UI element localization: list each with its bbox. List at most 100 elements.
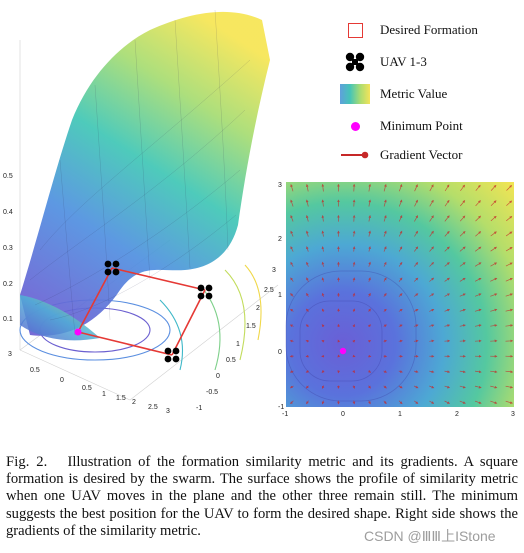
- gradient-arrow: [368, 308, 371, 312]
- gradient-arrow: [352, 323, 355, 328]
- svg-text:1.5: 1.5: [116, 395, 126, 402]
- gradient-arrow: [368, 292, 371, 297]
- gradient-arrow: [383, 339, 388, 343]
- svg-text:1.5: 1.5: [246, 323, 256, 330]
- legend-item-uav: UAV 1-3: [340, 50, 427, 74]
- svg-text:0.3: 0.3: [3, 245, 13, 252]
- gradient-arrow: [383, 215, 387, 222]
- gradient-arrow: [444, 277, 450, 282]
- gradient-arrow: [398, 385, 403, 389]
- gradient-arrow: [413, 309, 419, 312]
- gradient-arrow: [368, 324, 372, 328]
- legend-label: Desired Formation: [380, 22, 478, 37]
- svg-text:1: 1: [398, 411, 402, 418]
- gradient-arrow: [459, 308, 466, 312]
- gradient-arrow: [352, 385, 356, 389]
- uav-1: [104, 260, 120, 276]
- gradient-arrow: [352, 354, 356, 358]
- gradient-arrow: [444, 230, 450, 237]
- gradient-arrow: [459, 385, 466, 389]
- quadrotor-icon: [340, 52, 370, 72]
- svg-text:2: 2: [455, 411, 459, 418]
- gradient-arrow: [398, 370, 403, 373]
- gradient-arrow: [383, 277, 387, 282]
- gradient-arrow: [429, 246, 434, 252]
- gradient-arrow: [444, 293, 451, 297]
- gradient-arrow: [459, 277, 466, 282]
- red-arrow-icon: [340, 145, 370, 165]
- gradient-arrow: [414, 261, 419, 267]
- legend-item-metric-value: Metric Value: [340, 82, 447, 106]
- gradient-arrow: [505, 277, 513, 282]
- gradient-field-2d: -1 0 1 2 3 3 2 1 0 -1: [278, 182, 515, 418]
- svg-text:3: 3: [511, 411, 515, 418]
- gradient-arrow: [398, 199, 403, 207]
- gradient-arrow: [505, 400, 513, 404]
- uav-2: [197, 284, 213, 300]
- gradient-arrow: [368, 400, 371, 405]
- gradient-arrow: [352, 246, 356, 252]
- gradient-arrow: [474, 308, 482, 312]
- gradient-arrow: [305, 199, 309, 207]
- gradient-arrow: [444, 262, 450, 267]
- svg-text:0.5: 0.5: [30, 367, 40, 374]
- gradient-arrow: [413, 339, 419, 343]
- gradient-arrow: [429, 293, 435, 297]
- gradient-arrow: [321, 261, 325, 267]
- svg-text:0.2: 0.2: [3, 281, 13, 288]
- y-axis-ticks: 3 2.5 2 1.5 1 0.5 0 -0.5 -1: [196, 267, 276, 412]
- gradient-arrow: [289, 339, 294, 343]
- legend-label: Metric Value: [380, 86, 448, 101]
- gradient-arrow: [459, 324, 466, 327]
- gradient-arrow: [444, 184, 450, 192]
- svg-text:3: 3: [8, 351, 12, 358]
- svg-text:0.5: 0.5: [226, 357, 236, 364]
- gradient-arrow: [505, 308, 514, 312]
- gradient-arrow: [352, 261, 356, 267]
- gradient-arrow: [352, 400, 356, 405]
- gradient-arrow: [505, 385, 514, 389]
- caption-lead: Fig. 2.: [6, 454, 48, 470]
- gradient-arrow: [321, 354, 325, 358]
- gradient-arrow: [429, 215, 434, 222]
- gradient-arrow: [305, 215, 309, 222]
- gradient-arrow: [505, 293, 513, 297]
- gradient-arrow: [368, 277, 371, 282]
- gradient-arrow: [474, 385, 482, 389]
- contour-lines: [285, 270, 417, 402]
- svg-text:3: 3: [278, 182, 282, 189]
- gradient-arrow: [413, 400, 419, 404]
- gradient-arrow: [383, 183, 387, 192]
- gradient-arrow: [352, 292, 356, 297]
- gradient-arrow: [352, 339, 356, 343]
- gradient-arrow: [305, 385, 309, 389]
- field-y-ticks: 3 2 1 0 -1: [278, 182, 284, 411]
- gradient-arrow: [290, 184, 294, 192]
- gradient-arrow: [490, 200, 497, 207]
- svg-text:0.5: 0.5: [3, 173, 13, 180]
- legend-item-desired-formation: Desired Formation: [340, 18, 478, 42]
- gradient-arrow: [352, 230, 356, 237]
- legend-label: Minimum Point: [380, 118, 463, 133]
- gradient-arrow: [505, 370, 514, 374]
- figure-caption: Fig. 2. Illustration of the formation si…: [6, 454, 518, 540]
- gradient-arrow: [444, 385, 451, 389]
- gradient-arrow: [305, 370, 309, 373]
- gradient-arrow: [290, 230, 294, 237]
- gradient-arrow: [368, 385, 371, 389]
- svg-text:-1: -1: [282, 411, 288, 418]
- gradient-arrow: [321, 385, 325, 389]
- gradient-arrow: [383, 324, 387, 328]
- gradient-arrow: [429, 400, 435, 404]
- gradient-arrow: [413, 324, 419, 328]
- gradient-arrow: [383, 370, 388, 373]
- gradient-arrow: [490, 324, 498, 327]
- gradient-arrow: [368, 183, 372, 192]
- gradient-arrow: [383, 400, 387, 405]
- magenta-dot-icon: [340, 116, 370, 136]
- gradient-arrow: [306, 400, 309, 405]
- gradient-arrow: [505, 262, 513, 267]
- gradient-arrow: [368, 215, 372, 222]
- caption-text: Illustration of the formation similarity…: [6, 454, 518, 539]
- gradient-arrow: [383, 199, 387, 207]
